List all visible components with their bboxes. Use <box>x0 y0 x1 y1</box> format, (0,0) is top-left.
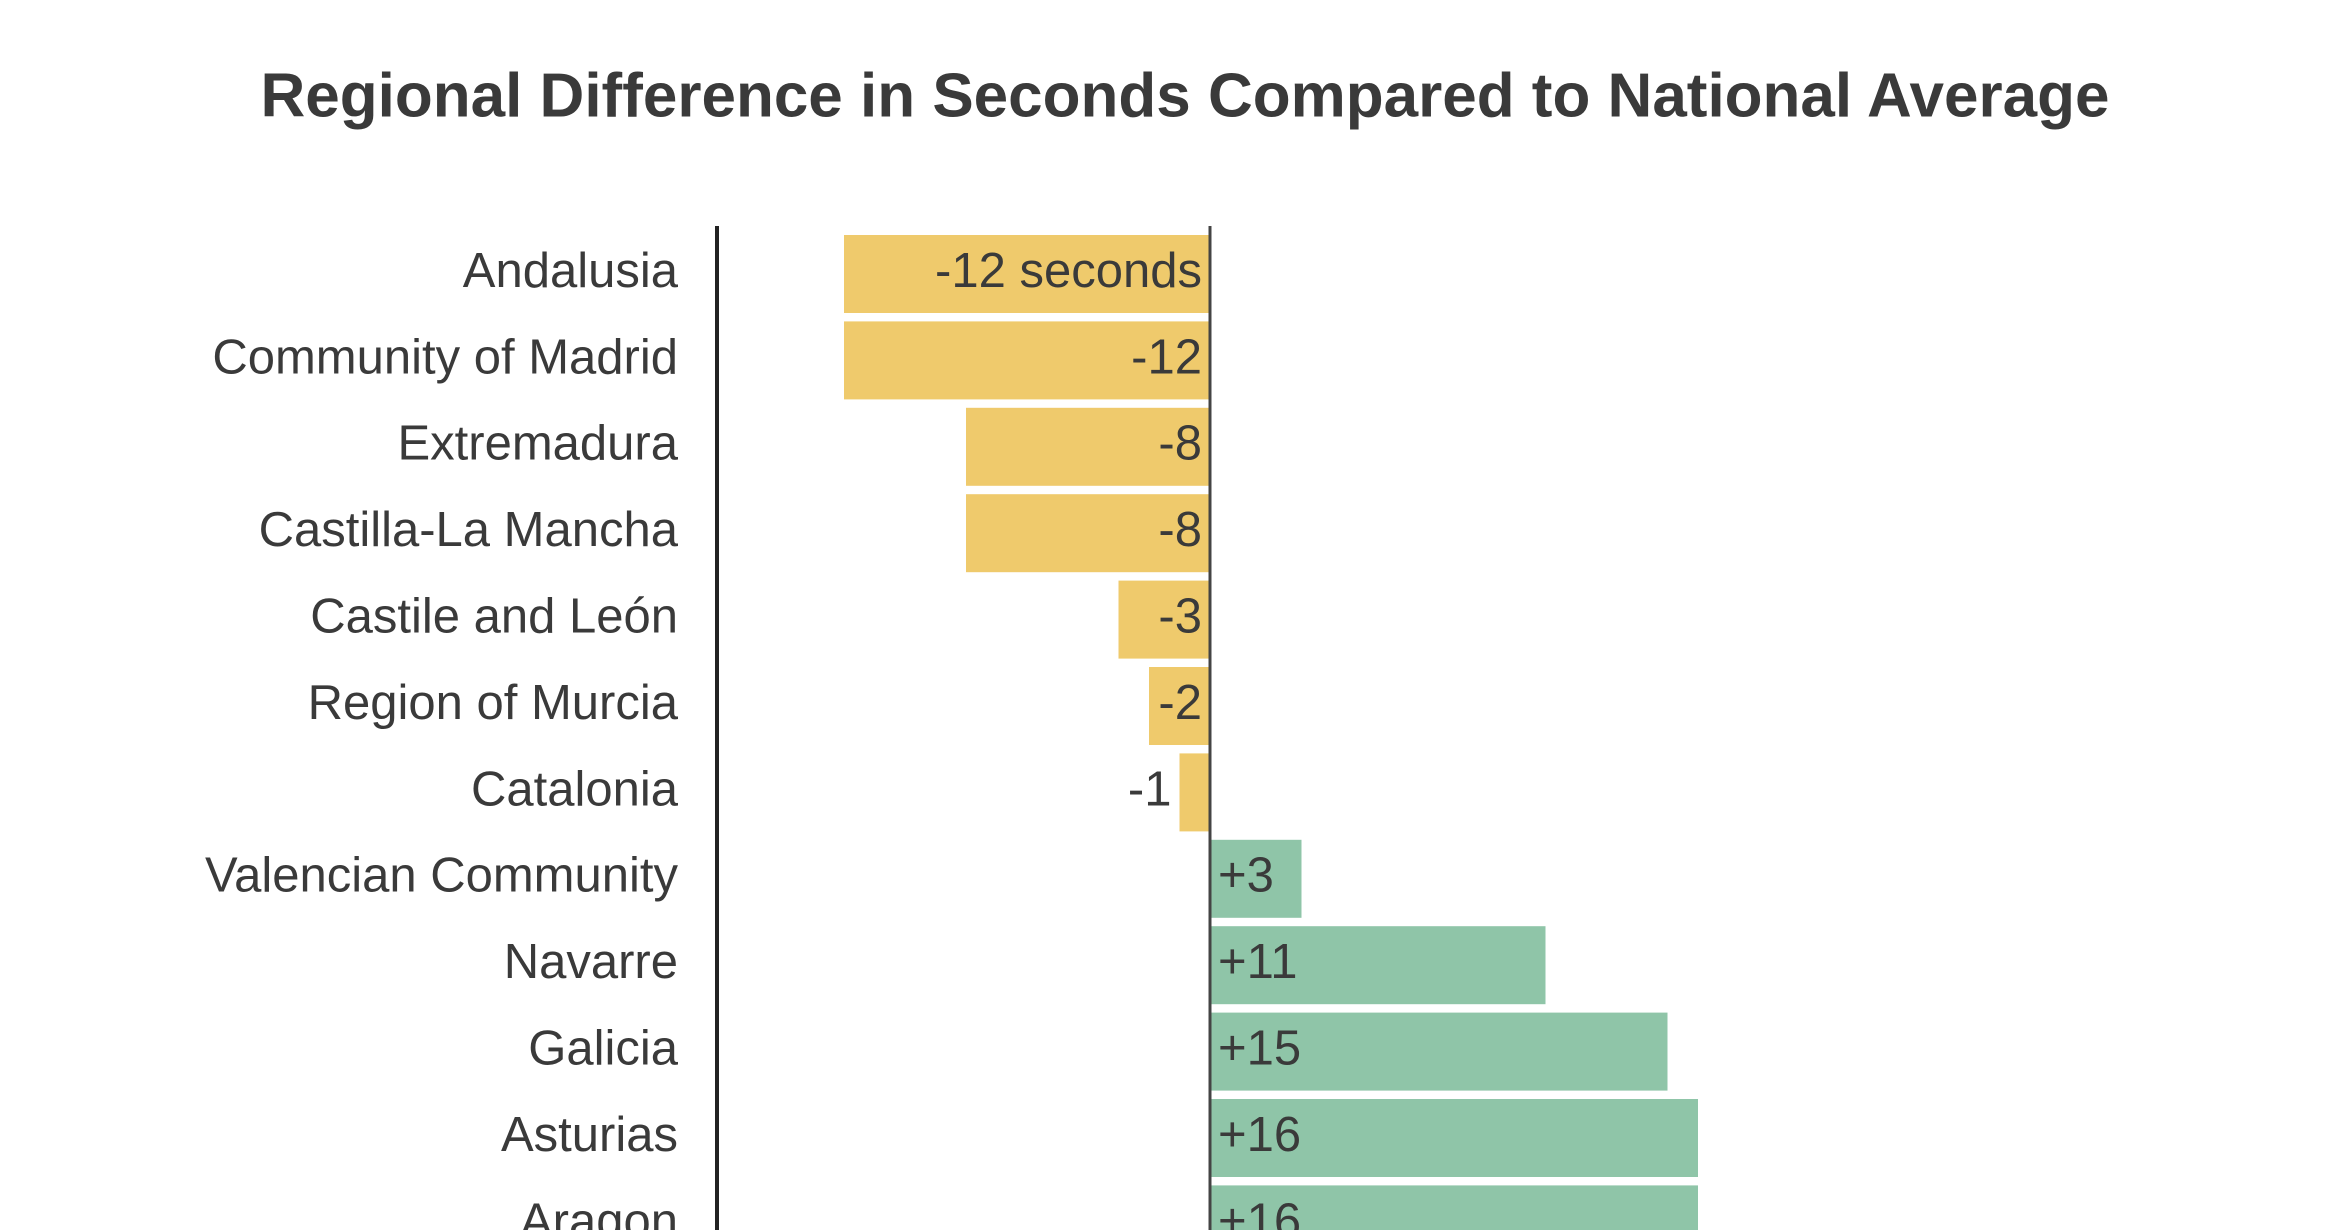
value-label: -12 <box>1131 330 1202 384</box>
value-label: -12 seconds <box>935 244 1202 298</box>
bar <box>1210 1185 1698 1230</box>
value-label: -8 <box>1158 503 1202 557</box>
category-label: Extremadura <box>397 417 678 471</box>
chart-title: Regional Difference in Seconds Compared … <box>261 61 2110 130</box>
bar <box>844 321 1210 400</box>
bar <box>1210 926 1546 1005</box>
category-label: Aragon <box>520 1194 678 1230</box>
value-label: +16 <box>1218 1108 1301 1162</box>
bar <box>966 494 1210 573</box>
category-label: Asturias <box>501 1108 678 1162</box>
value-label: +16 <box>1218 1194 1301 1230</box>
value-label: -8 <box>1158 417 1202 471</box>
category-label: Castile and León <box>310 590 678 644</box>
bar <box>1149 667 1210 745</box>
value-label: -2 <box>1158 676 1202 730</box>
category-label: Community of Madrid <box>212 330 678 384</box>
bar <box>1210 1099 1698 1177</box>
bar <box>844 235 1210 313</box>
bar <box>1118 580 1210 659</box>
value-label: -1 <box>1128 762 1172 816</box>
value-label: -3 <box>1158 590 1202 644</box>
category-label: Galicia <box>528 1022 679 1076</box>
value-label: +15 <box>1218 1022 1301 1076</box>
category-label: Castilla-La Mancha <box>259 503 679 557</box>
bar <box>1210 839 1302 918</box>
bar <box>966 407 1210 486</box>
bar <box>1210 1012 1668 1091</box>
value-label: +11 <box>1218 935 1297 989</box>
category-label: Navarre <box>504 935 678 989</box>
bar <box>1179 753 1210 832</box>
category-label: Region of Murcia <box>308 676 679 730</box>
value-label: +3 <box>1218 849 1274 903</box>
category-label: Catalonia <box>471 762 679 816</box>
category-label: Andalusia <box>463 244 679 298</box>
category-label: Valencian Community <box>205 849 678 903</box>
